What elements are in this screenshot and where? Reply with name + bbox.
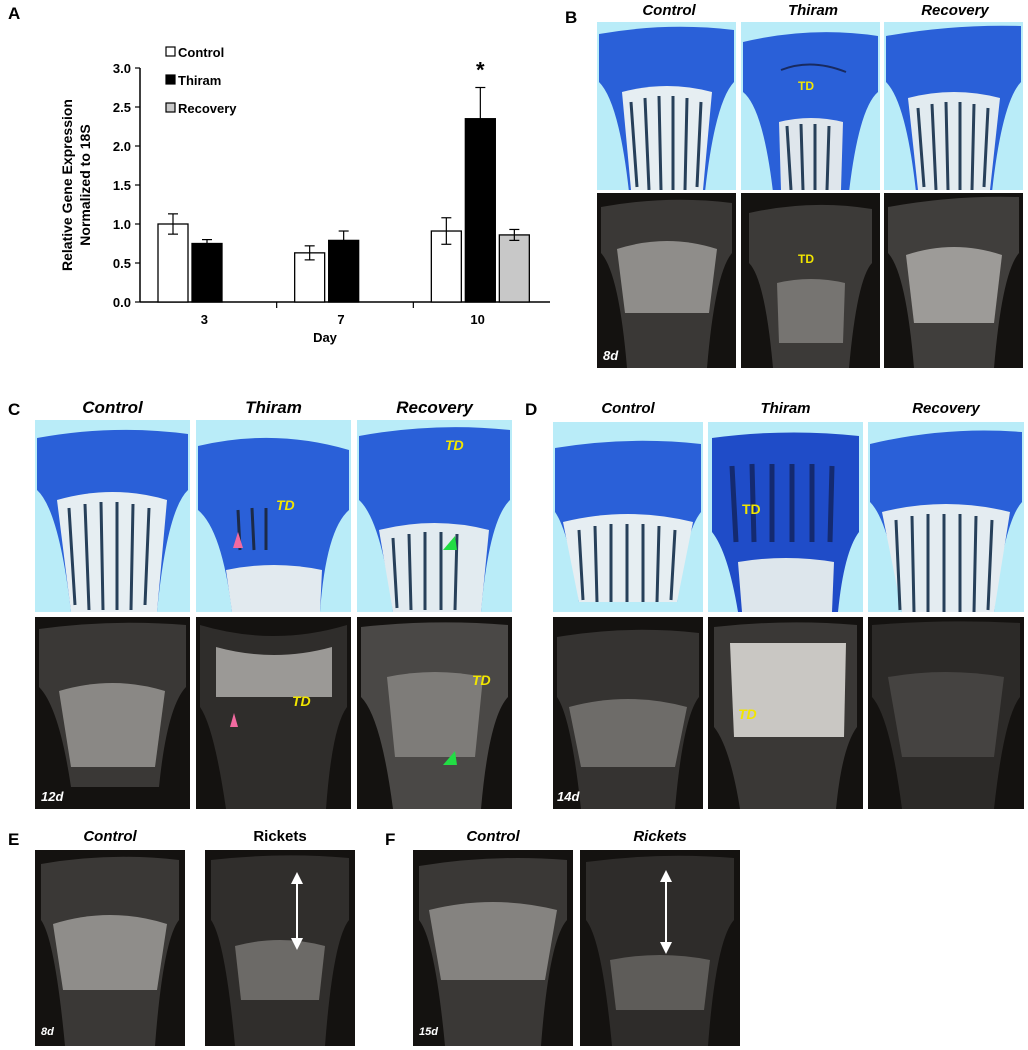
panel-e-day-label: 8d (41, 1026, 54, 1038)
panel-c-td-xray-thiram: TD (292, 693, 311, 709)
panel-c-xray-recovery (357, 617, 512, 809)
y-tick-label: 0.5 (113, 256, 131, 271)
legend-label-recovery: Recovery (178, 101, 237, 116)
panel-b-title-control: Control (642, 2, 696, 19)
legend-label-control: Control (178, 45, 224, 60)
panel-b-stain-thiram (741, 22, 880, 190)
y-tick-label: 1.5 (113, 178, 131, 193)
panel-c-stain-thiram (196, 420, 351, 612)
bar-recovery-day-10 (498, 234, 530, 303)
panel-c-td-xray-recovery: TD (472, 672, 491, 688)
panel-f-xray-control: 15d (413, 850, 573, 1046)
bar-thiram-day-7 (328, 239, 360, 303)
panel-c-title-control: Control (82, 398, 143, 417)
panel-c-td-stain-thiram: TD (276, 497, 295, 513)
y-tick-label: 1.0 (113, 217, 131, 232)
y-tick-label: 2.5 (113, 100, 131, 115)
panel-e-xray-rickets (205, 850, 355, 1046)
panel-b-td-xray: TD (798, 252, 814, 266)
panel-c-stain-control (35, 420, 190, 612)
y-tick-label: 3.0 (113, 61, 131, 76)
bar-thiram-day-3 (191, 242, 223, 303)
y-tick-label: 0.0 (113, 295, 131, 310)
panel-c-xray-control: 12d (35, 617, 190, 809)
panel-d-td-stain: TD (742, 501, 761, 517)
panel-d-title-recovery: Recovery (912, 400, 980, 417)
panel-c-day-label: 12d (41, 789, 64, 804)
bar-control-day-3 (157, 223, 189, 303)
panel-label-d: D (525, 400, 538, 419)
panel-d-xray-recovery (868, 617, 1024, 809)
panel-b-td-stain: TD (798, 79, 814, 93)
panel-c-xray-thiram (196, 617, 351, 809)
legend-swatch-control (165, 46, 176, 57)
panel-b-xray-recovery (884, 193, 1023, 368)
panel-f-title-rickets: Rickets (633, 828, 687, 845)
panel-e-title-rickets: Rickets (253, 828, 307, 845)
x-tick-label-day-10: 10 (470, 312, 484, 327)
panel-b-xray-control: 8d (597, 193, 736, 368)
legend-label-thiram: Thiram (178, 73, 221, 88)
significance-asterisk: * (476, 58, 485, 83)
panel-d-stain-control (553, 422, 703, 612)
panel-label-b: B (565, 8, 578, 27)
x-axis-label: Day (313, 330, 338, 345)
panel-label-f: F (385, 830, 396, 849)
panel-d-td-xray: TD (738, 706, 757, 722)
panel-b-xray-thiram (741, 193, 880, 368)
panel-b-day-label: 8d (603, 348, 619, 363)
panel-d-xray-control: 14d (553, 617, 703, 809)
panel-d-title-control: Control (601, 400, 655, 417)
x-tick-label-day-7: 7 (337, 312, 344, 327)
panel-b-stain-recovery (884, 22, 1023, 190)
panel-f-xray-rickets (580, 850, 740, 1046)
panel-e-title-control: Control (83, 828, 137, 845)
panel-label-c: C (8, 400, 21, 419)
panel-d-day-label: 14d (557, 789, 580, 804)
y-axis-label-line-2: Normalized to 18S (77, 124, 93, 245)
panel-d-title-thiram: Thiram (760, 400, 811, 417)
bar-control-day-7 (294, 252, 326, 303)
x-tick-label-day-3: 3 (201, 312, 208, 327)
panel-label-a: A (8, 4, 21, 23)
legend-swatch-recovery (165, 102, 176, 113)
panel-e-xray-control: 8d (35, 850, 185, 1046)
y-tick-label: 2.0 (113, 139, 131, 154)
panel-f-title-control: Control (466, 828, 520, 845)
panel-c-td-stain-recovery: TD (445, 437, 464, 453)
panel-d-xray-thiram (708, 617, 863, 809)
panel-b-title-recovery: Recovery (921, 2, 989, 19)
panel-d-stain-recovery (868, 422, 1024, 612)
panel-c-stain-recovery (357, 420, 512, 612)
panel-c-title-thiram: Thiram (245, 398, 302, 417)
panel-label-e: E (8, 830, 20, 849)
panel-b-title-thiram: Thiram (787, 2, 838, 19)
panel-f-day-label: 15d (419, 1026, 438, 1038)
panel-d-stain-thiram (708, 422, 863, 612)
panel-c-title-recovery: Recovery (396, 398, 473, 417)
gene-expression-chart: 0.0 0.5 1.0 1.5 2.0 2.5 3.0 Relative Gene Expre… (59, 45, 550, 345)
y-axis-label-line-1: Relative Gene Expression (59, 99, 75, 271)
legend-swatch-thiram (165, 74, 176, 85)
panel-b-stain-control (597, 22, 736, 190)
